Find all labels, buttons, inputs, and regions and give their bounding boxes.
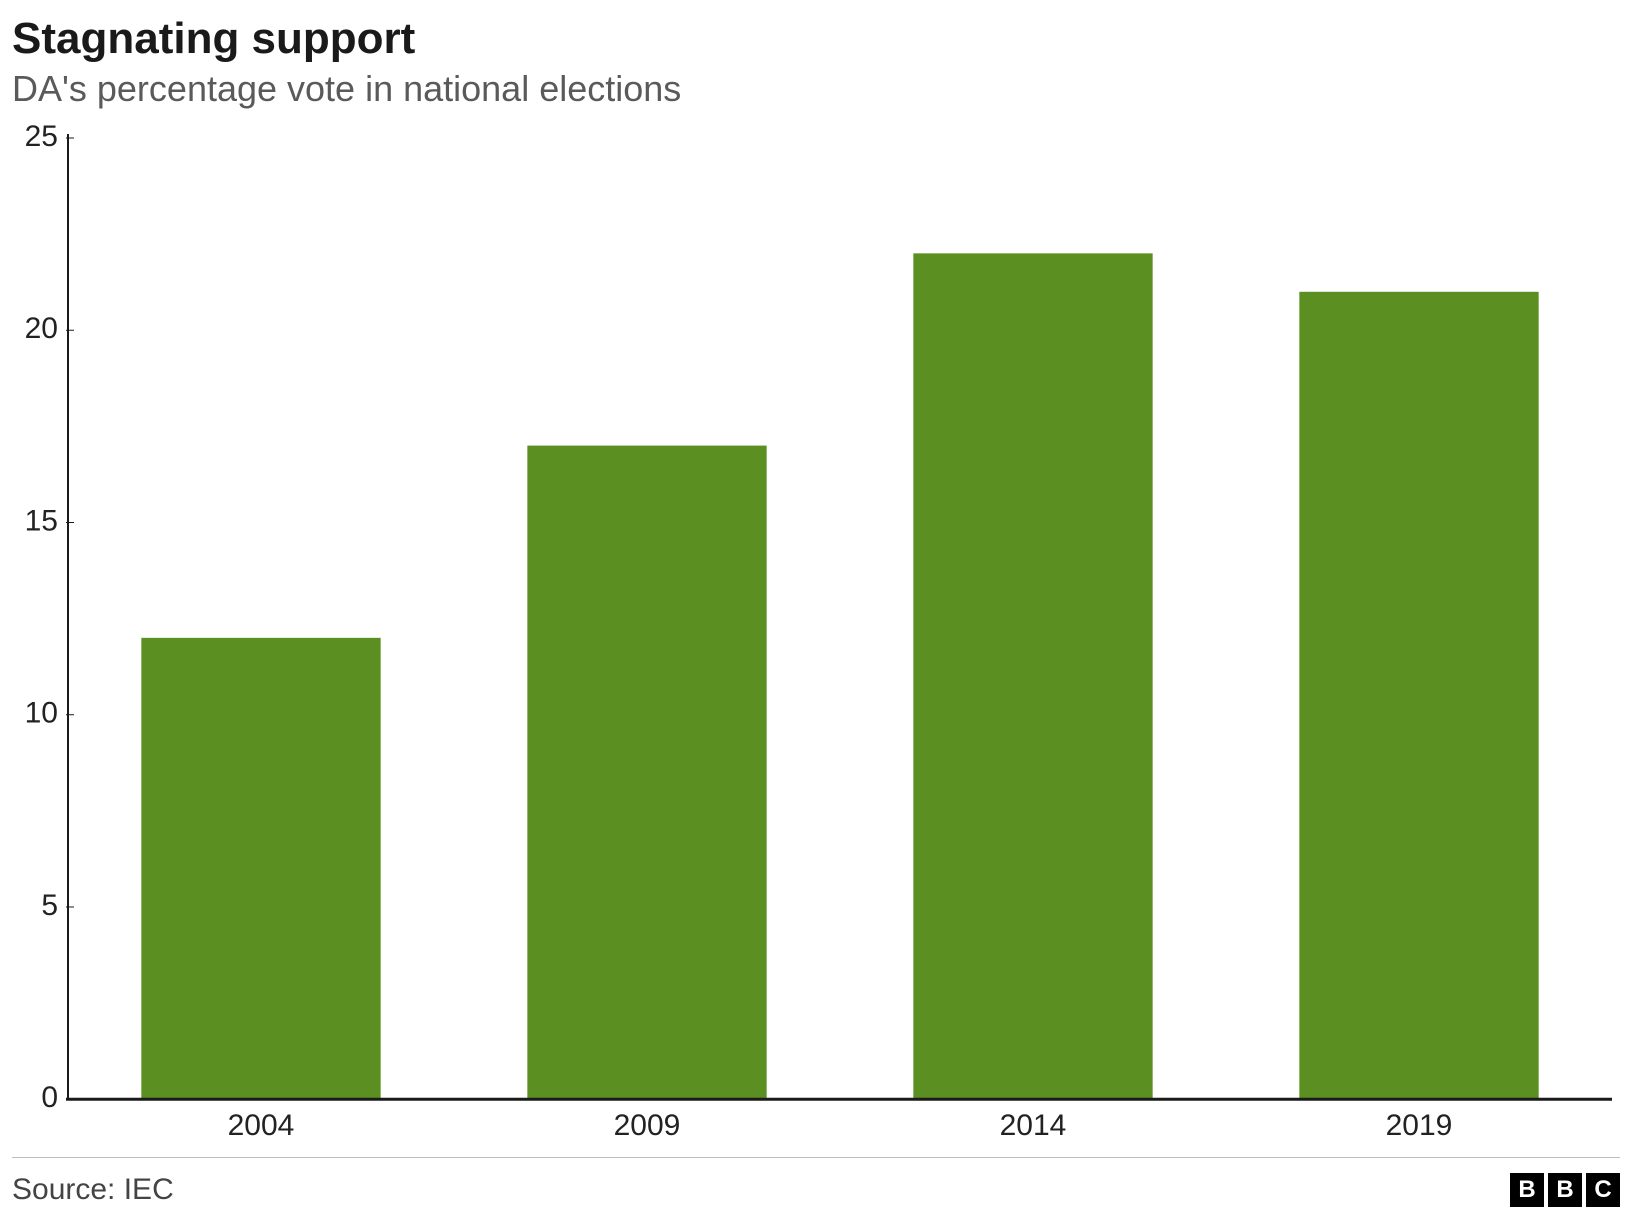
bbc-logo: BBC [1510, 1173, 1620, 1207]
bbc-logo-block: B [1548, 1173, 1582, 1207]
y-tick-label: 5 [41, 889, 58, 922]
bar-chart: 0 5 10 15 20 25 2004 2009 2014 2019 [12, 120, 1620, 1149]
chart-footer: Source: IEC BBC [12, 1157, 1620, 1212]
bbc-logo-block: C [1586, 1173, 1620, 1207]
y-tick-label: 10 [25, 696, 58, 729]
bar [1299, 292, 1538, 1099]
x-tick-label: 2004 [228, 1109, 295, 1142]
x-tick-label: 2014 [1000, 1109, 1067, 1142]
bbc-logo-block: B [1510, 1173, 1544, 1207]
x-tick-label: 2009 [614, 1109, 681, 1142]
y-tick-label: 0 [41, 1081, 58, 1114]
y-tick-label: 20 [25, 312, 58, 345]
bar [141, 638, 380, 1099]
chart-subtitle: DA's percentage vote in national electio… [12, 67, 1620, 110]
y-tick-label: 15 [25, 504, 58, 537]
bar [913, 253, 1152, 1099]
bar [527, 445, 766, 1099]
chart-area: 0 5 10 15 20 25 2004 2009 2014 2019 [12, 120, 1620, 1149]
y-tick-label: 25 [25, 120, 58, 153]
source-text: Source: IEC [12, 1173, 174, 1207]
x-tick-label: 2019 [1386, 1109, 1453, 1142]
chart-title: Stagnating support [12, 14, 1620, 65]
